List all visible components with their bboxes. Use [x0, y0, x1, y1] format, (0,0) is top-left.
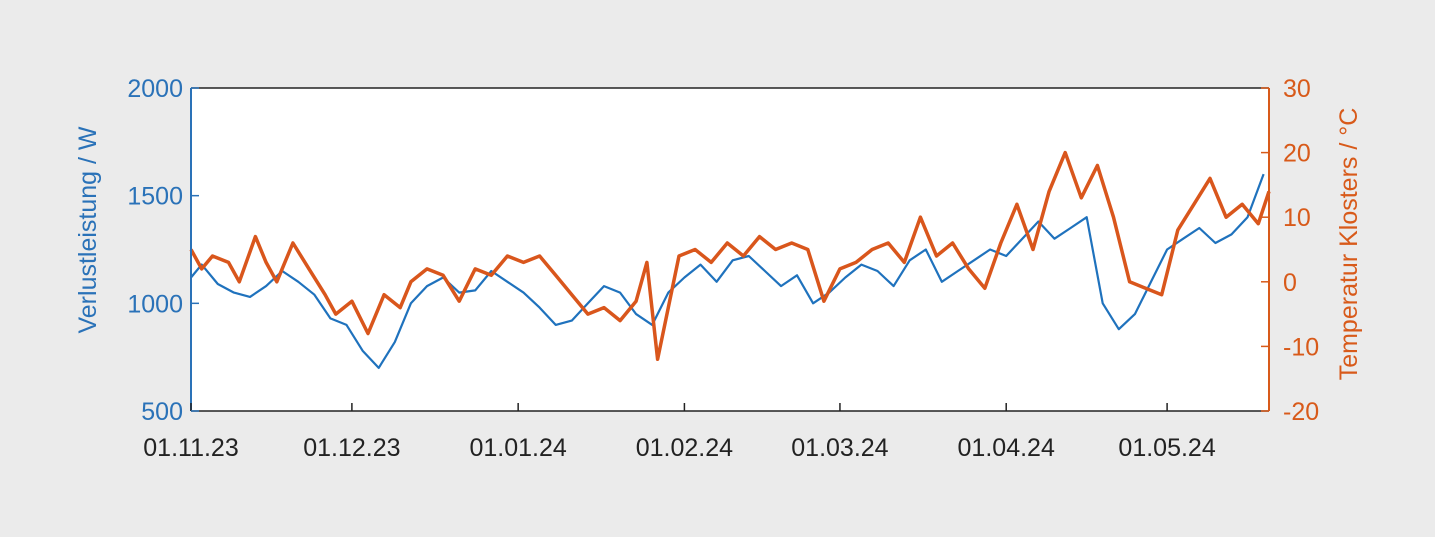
y-right-tick-label: 20 [1283, 140, 1311, 168]
y-right-tick-label: -10 [1283, 333, 1319, 361]
left-axis-title: Verlustleistung / W [74, 126, 102, 333]
x-tick-label: 01.03.24 [791, 434, 888, 462]
ticks-layer: 01.11.23 01.12.23 01.01.24 01.02.24 01.03.24… [127, 75, 1319, 462]
x-tick-label: 01.02.24 [636, 434, 733, 462]
y-right-tick-label: 30 [1283, 75, 1311, 103]
x-tick-label: 01.12.23 [303, 434, 400, 462]
plot-area [191, 88, 1269, 411]
series-line-left [190, 173, 1265, 369]
y-left-tick-label: 500 [141, 398, 183, 426]
x-tick-label: 01.05.24 [1118, 434, 1215, 462]
right-axis-title: Temperatur Klosters / °C [1335, 108, 1363, 381]
x-tick-label: 01.01.24 [469, 434, 566, 462]
x-tick-label: 01.11.23 [143, 434, 238, 462]
series-line-right [189, 150, 1271, 362]
x-tick-label: 01.04.24 [958, 434, 1055, 462]
series-layer [189, 150, 1271, 369]
y-right-tick-label: -20 [1283, 398, 1319, 426]
y-left-tick-label: 2000 [127, 75, 183, 103]
y-right-tick-label: 10 [1283, 204, 1311, 232]
y-left-tick-label: 1500 [127, 183, 183, 211]
y-right-tick-label: 0 [1283, 269, 1297, 297]
y-left-tick-label: 1000 [127, 290, 183, 318]
